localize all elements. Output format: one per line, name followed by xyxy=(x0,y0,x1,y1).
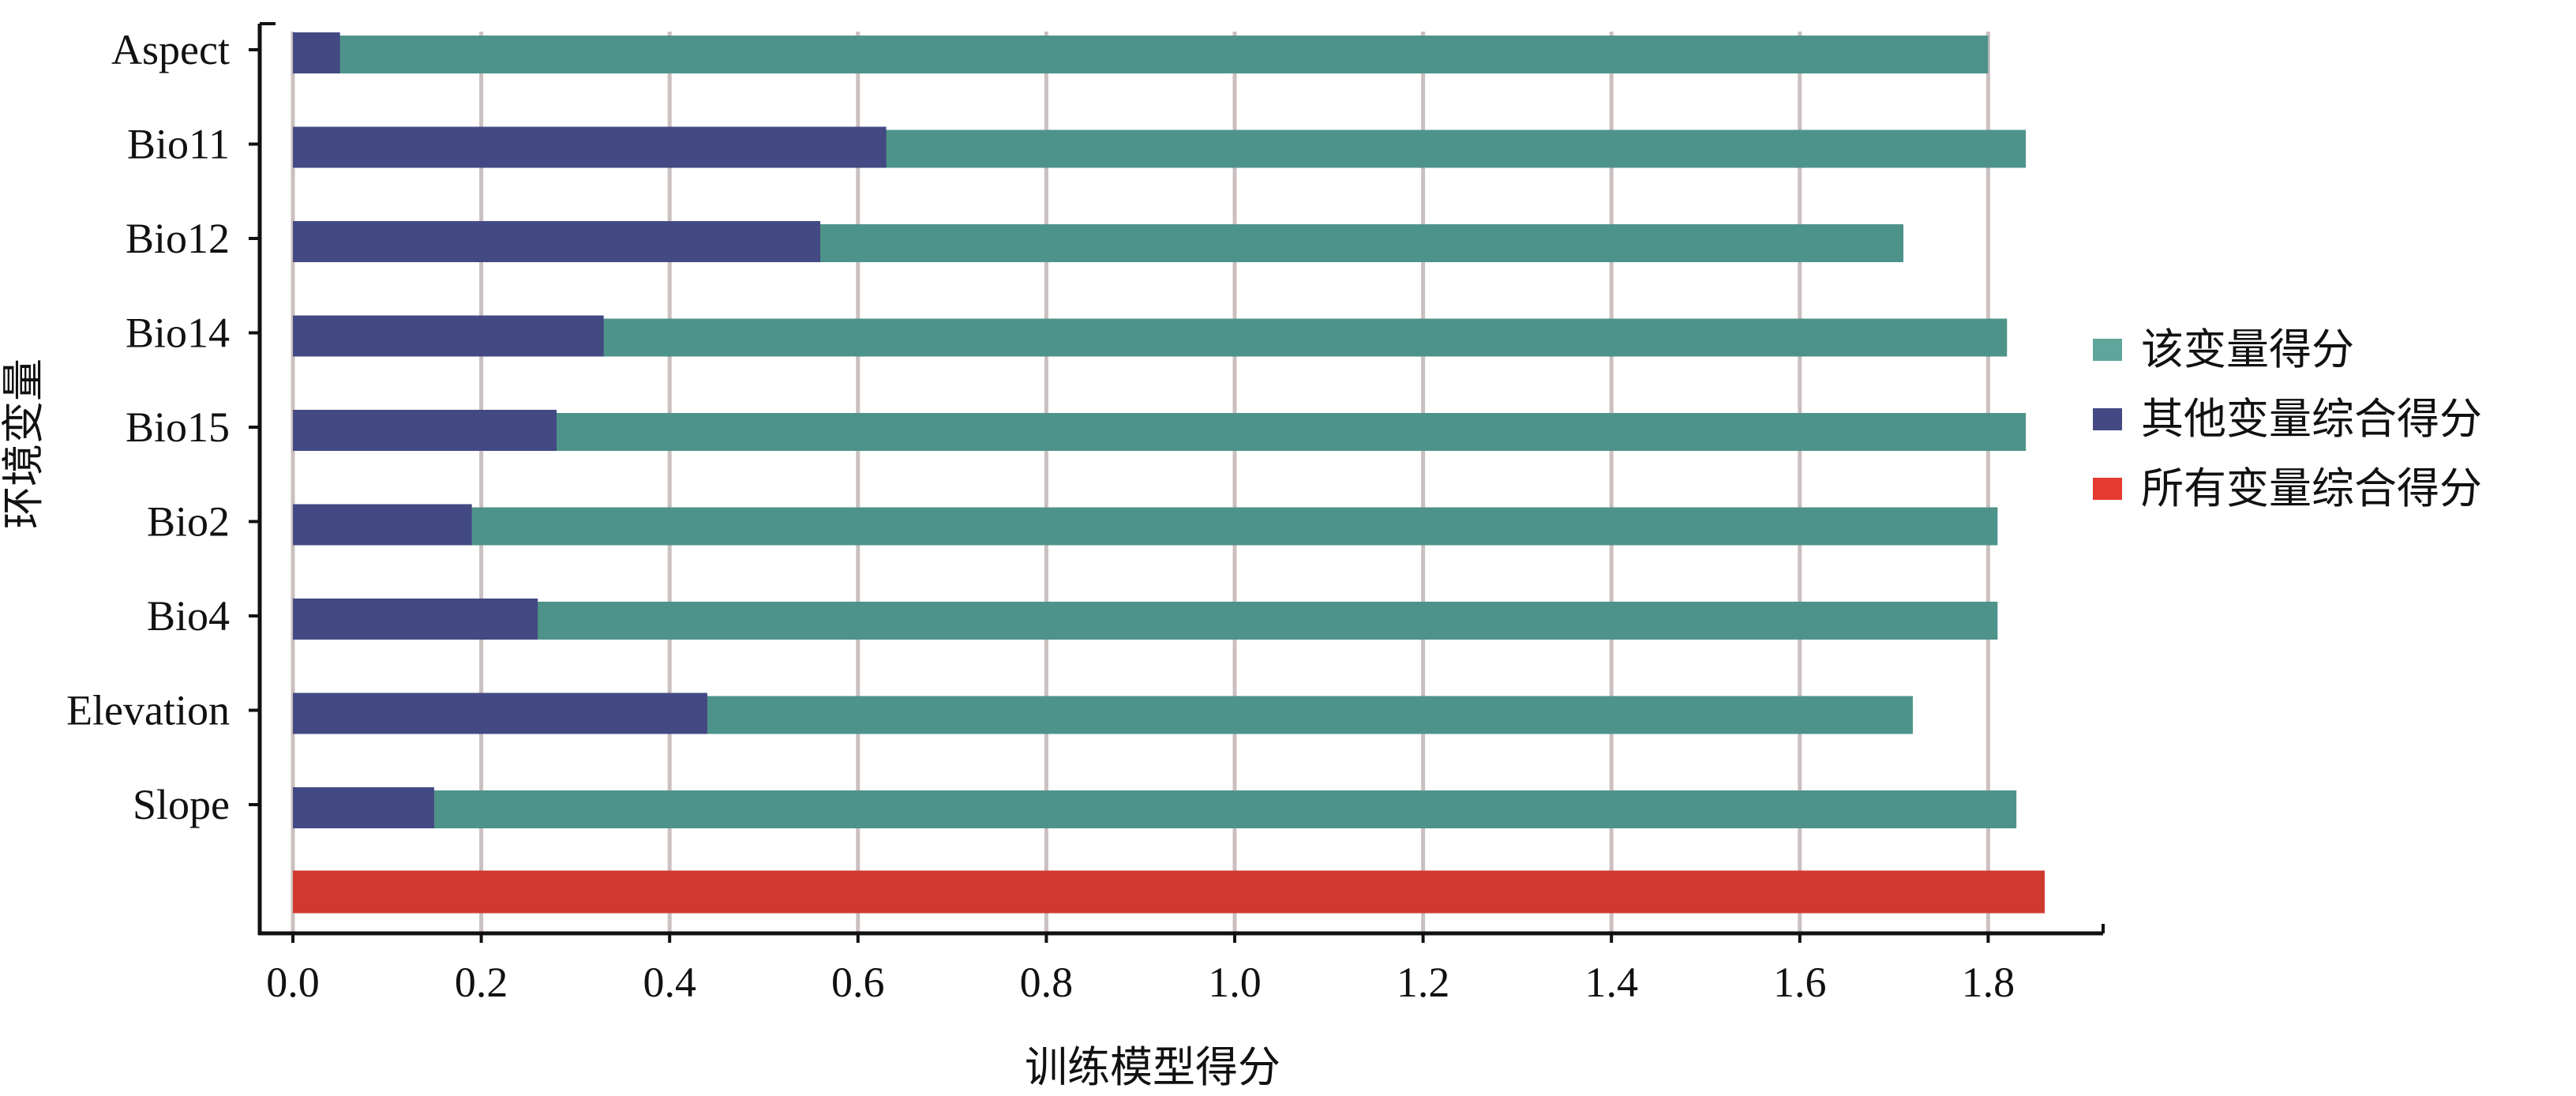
bar-other-variables xyxy=(293,315,604,357)
y-tick-label: Slope xyxy=(133,781,230,828)
y-tick-label: Elevation xyxy=(66,687,230,734)
bar-other-variables xyxy=(293,693,707,734)
y-tick-label: Bio2 xyxy=(147,498,230,546)
bar-this-variable xyxy=(293,507,1998,546)
y-tick-label: Bio4 xyxy=(147,592,230,640)
bar-this-variable xyxy=(293,602,1998,640)
bar-other-variables xyxy=(293,410,557,451)
x-tick-label: 1.2 xyxy=(1397,959,1450,1006)
bar-other-variables xyxy=(293,32,340,73)
x-tick-label: 1.6 xyxy=(1773,959,1827,1006)
bar-this-variable xyxy=(293,790,2017,828)
bar-this-variable xyxy=(293,413,2027,451)
bar-other-variables xyxy=(293,504,472,546)
x-axis-title: 训练模型得分 xyxy=(1025,1044,1281,1091)
x-tick-label: 0.8 xyxy=(1020,959,1074,1006)
y-tick-label: Bio12 xyxy=(126,215,230,262)
bar-other-variables xyxy=(293,221,821,262)
y-tick-label: Bio15 xyxy=(126,403,230,451)
x-tick-label: 1.0 xyxy=(1208,959,1262,1006)
legend-label: 其他变量综合得分 xyxy=(2141,396,2482,443)
legend-label: 所有变量综合得分 xyxy=(2141,465,2482,512)
bars xyxy=(293,32,2045,914)
bar-other-variables xyxy=(293,126,887,168)
x-tick-label: 1.4 xyxy=(1584,959,1638,1006)
legend-swatch xyxy=(2093,408,2122,430)
x-tick-label: 0.6 xyxy=(831,959,885,1006)
bar-other-variables xyxy=(293,787,434,828)
legend-swatch xyxy=(2093,478,2122,500)
x-tick-label: 1.8 xyxy=(1962,959,2015,1006)
y-tick-label: Bio11 xyxy=(127,121,230,168)
bar-other-variables xyxy=(293,599,538,640)
legend-swatch xyxy=(2093,339,2122,361)
x-tick-label: 0.4 xyxy=(643,959,696,1006)
y-tick-label: Aspect xyxy=(111,26,230,73)
axes xyxy=(249,22,2105,943)
legend-label: 该变量得分 xyxy=(2141,326,2354,373)
y-axis-title: 环境变量 xyxy=(0,358,47,529)
gridlines xyxy=(291,32,1990,933)
y-tick-label: Bio14 xyxy=(126,310,230,357)
x-tick-label: 0.2 xyxy=(455,959,508,1006)
bar-this-variable xyxy=(293,36,1989,73)
bar-all-variables xyxy=(293,870,2045,914)
x-tick-label: 0.0 xyxy=(266,959,320,1006)
labels: 0.0 0.2 0.4 0.6 0.8 1.0 1.2 1.4 1.6 1.8 Aspect Bio1… xyxy=(66,26,2015,1006)
